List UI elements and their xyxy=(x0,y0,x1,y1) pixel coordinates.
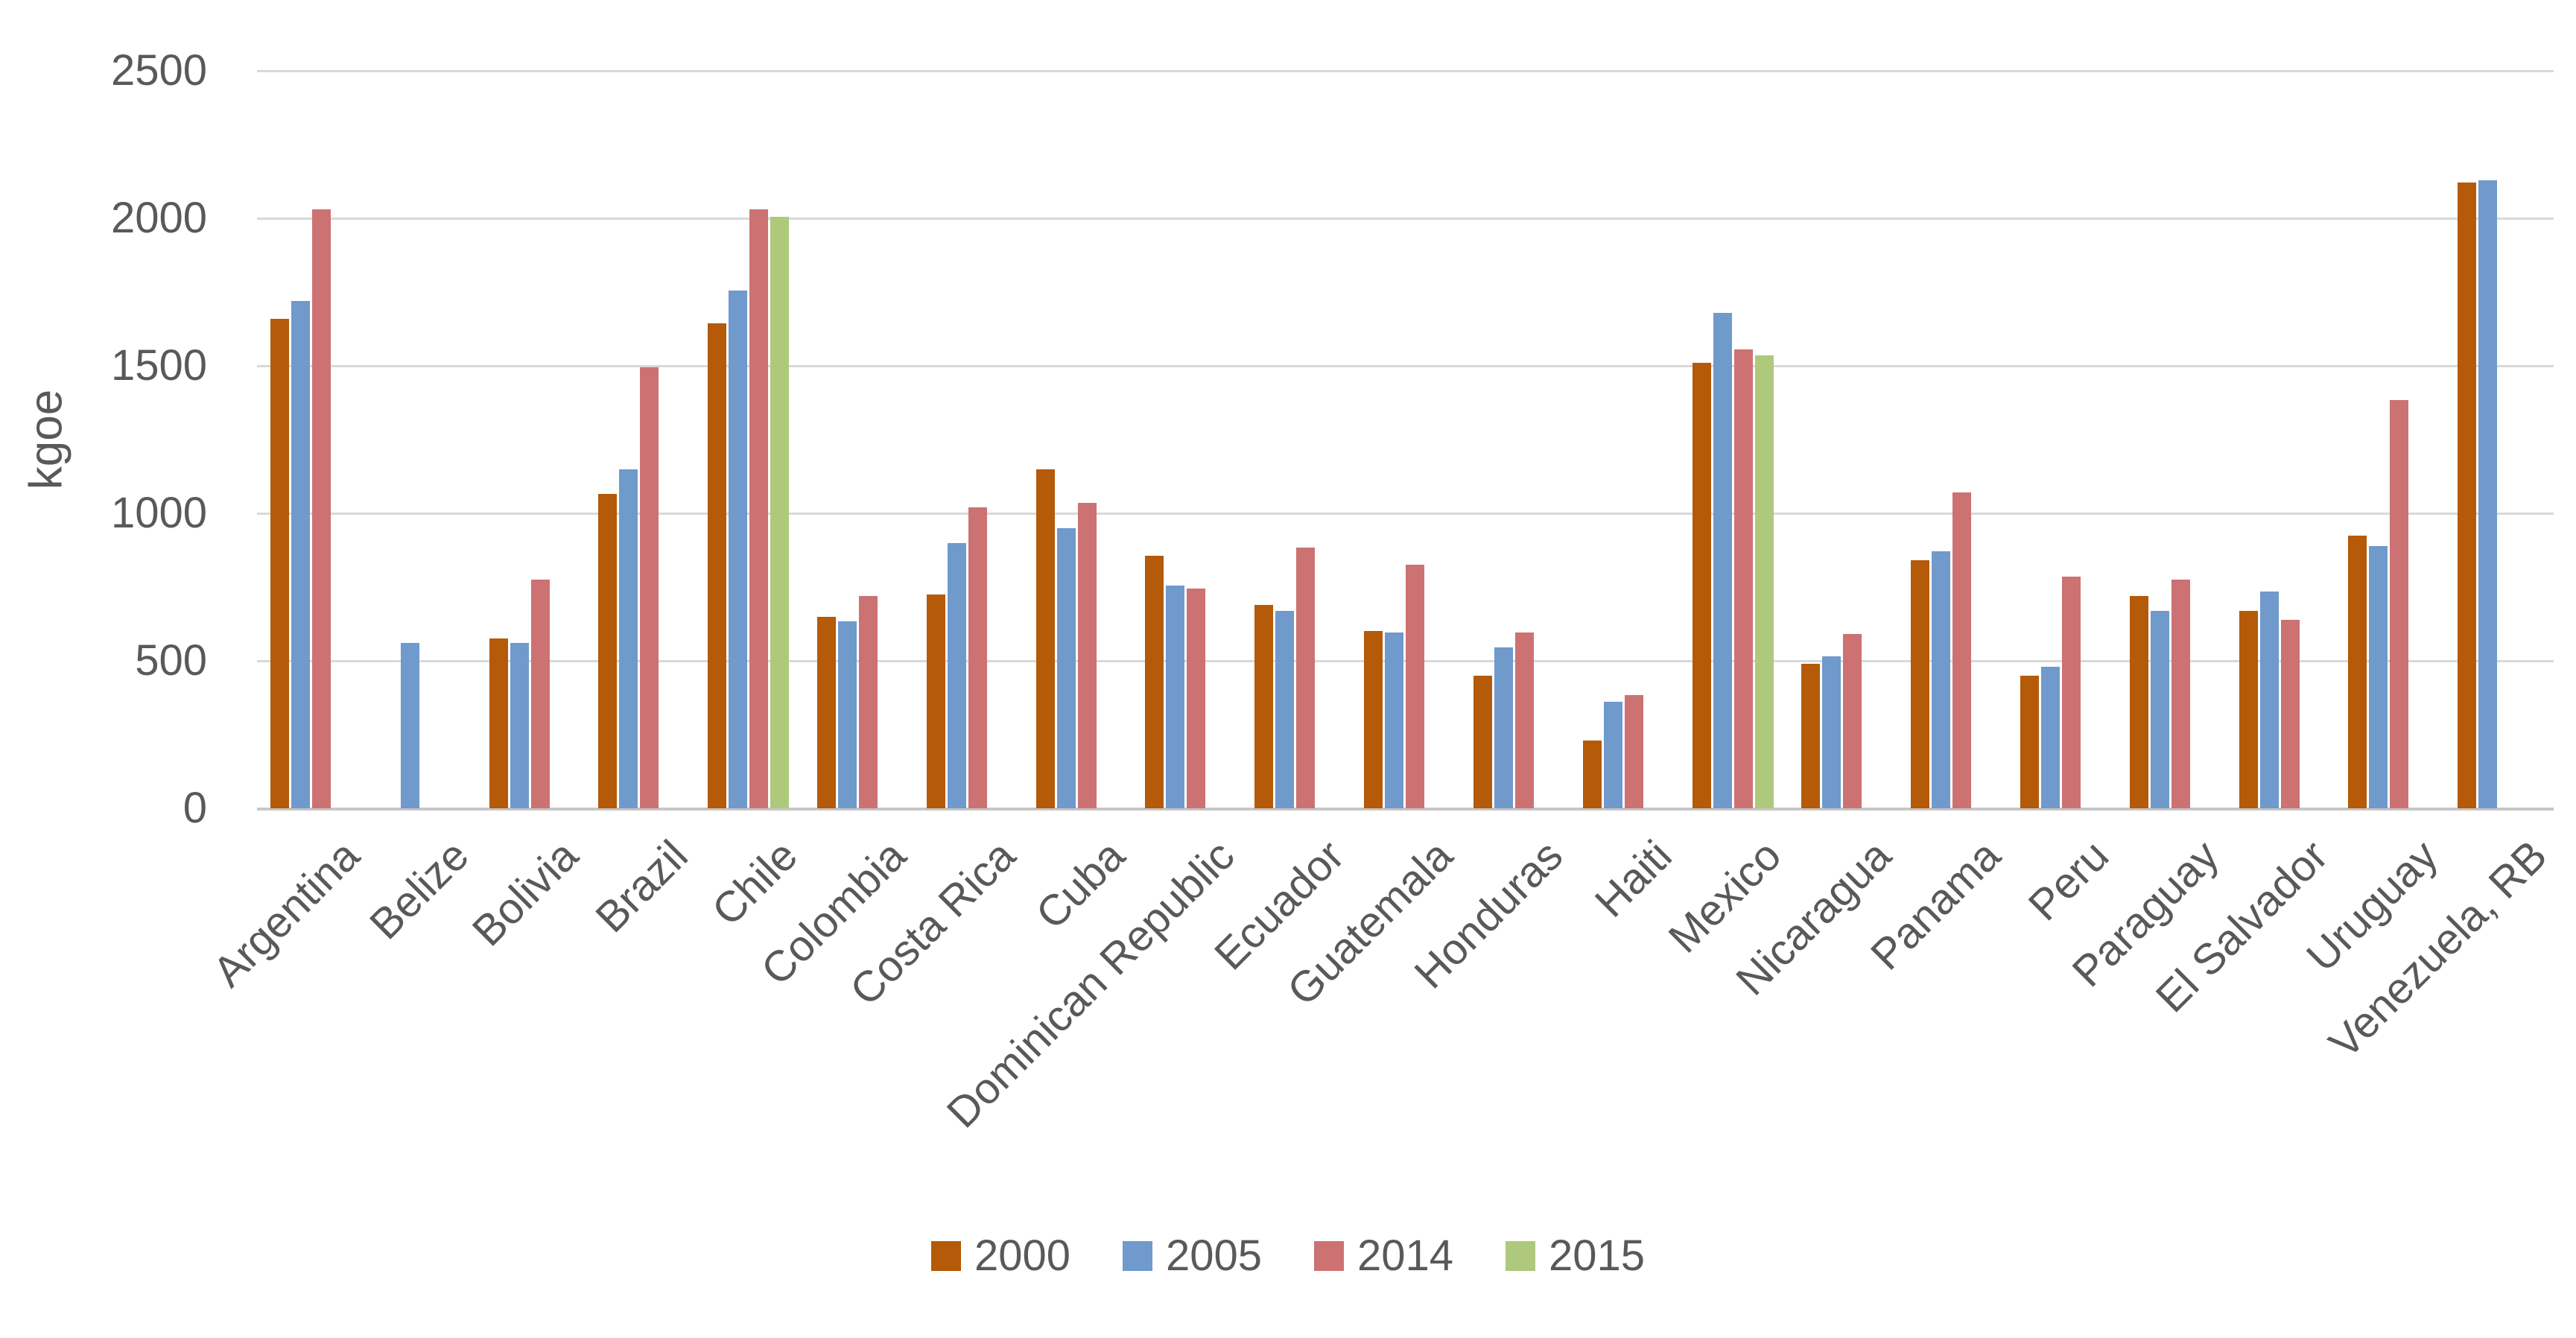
bar-2005-bolivia xyxy=(510,643,529,808)
legend-item-2015: 2015 xyxy=(1506,1231,1645,1281)
bar-2014-mexico xyxy=(1734,349,1753,808)
x-category-label: Brazil xyxy=(586,831,697,942)
bar-2014-uruguay xyxy=(2390,400,2408,808)
legend-label: 2014 xyxy=(1357,1231,1454,1280)
legend-swatch-2000 xyxy=(930,1240,961,1271)
bar-2015-mexico xyxy=(1755,355,1774,808)
bar-2005-ecuador xyxy=(1275,611,1294,808)
x-category-label: Argentina xyxy=(203,831,369,997)
bar-2000-cuba xyxy=(1036,469,1055,808)
bar-2000-peru xyxy=(2020,676,2039,808)
bar-2000-ecuador xyxy=(1254,605,1273,808)
bar-2005-chile xyxy=(729,291,747,808)
x-category-label: Bolivia xyxy=(463,831,588,956)
bar-2000-venezuela-rb xyxy=(2458,183,2476,808)
bar-2005-guatemala xyxy=(1385,632,1403,808)
bar-2005-nicaragua xyxy=(1822,656,1841,808)
legend-item-2014: 2014 xyxy=(1314,1231,1453,1281)
bar-2005-argentina xyxy=(291,301,310,808)
bar-2014-cuba xyxy=(1078,503,1097,808)
bar-2000-haiti xyxy=(1583,741,1602,808)
legend-swatch-2015 xyxy=(1506,1240,1536,1271)
bar-2014-dominican-republic xyxy=(1187,589,1205,808)
bar-2014-honduras xyxy=(1515,632,1534,808)
legend-label: 2015 xyxy=(1549,1231,1646,1280)
bar-2005-honduras xyxy=(1494,647,1513,808)
bar-2005-cuba xyxy=(1057,528,1076,808)
bar-2014-guatemala xyxy=(1406,565,1424,808)
bar-2005-mexico xyxy=(1713,313,1732,808)
bar-2014-bolivia xyxy=(531,580,550,808)
y-tick-label: 1500 xyxy=(110,341,207,390)
bar-2000-uruguay xyxy=(2348,536,2367,808)
bar-2005-paraguay xyxy=(2151,611,2169,808)
bar-2000-el-salvador xyxy=(2239,611,2258,808)
gridline xyxy=(257,70,2554,72)
bar-2000-honduras xyxy=(1473,676,1492,808)
y-tick-label: 1000 xyxy=(110,489,207,537)
bar-2014-haiti xyxy=(1625,695,1643,808)
bar-2014-argentina xyxy=(312,209,331,808)
bar-2014-el-salvador xyxy=(2281,620,2300,808)
bar-2000-chile xyxy=(708,323,726,808)
bar-2000-colombia xyxy=(817,617,836,808)
bar-2005-costa-rica xyxy=(948,543,966,808)
legend-item-2005: 2005 xyxy=(1122,1231,1262,1281)
bar-2005-dominican-republic xyxy=(1166,586,1184,808)
x-category-label: Peru xyxy=(2020,831,2119,930)
bar-2014-brazil xyxy=(640,367,659,808)
x-category-label: Belize xyxy=(360,831,478,949)
bar-2014-peru xyxy=(2062,577,2081,808)
y-axis-title: kgoe xyxy=(20,389,72,490)
legend-swatch-2005 xyxy=(1122,1240,1152,1271)
gridline xyxy=(257,218,2554,220)
y-tick-label: 2500 xyxy=(110,46,207,95)
legend-label: 2000 xyxy=(974,1231,1070,1280)
bar-2000-paraguay xyxy=(2130,596,2148,808)
bar-2014-panama xyxy=(1952,492,1971,808)
x-axis-line xyxy=(257,808,2554,811)
bar-2000-mexico xyxy=(1693,363,1711,808)
bar-2014-costa-rica xyxy=(968,507,987,808)
bar-2000-argentina xyxy=(270,319,289,808)
bar-2005-el-salvador xyxy=(2260,592,2279,808)
bar-2000-guatemala xyxy=(1364,631,1383,808)
gridline xyxy=(257,660,2554,662)
bar-2014-chile xyxy=(749,209,768,808)
bar-2000-brazil xyxy=(598,494,617,808)
bar-2005-peru xyxy=(2041,667,2060,808)
gridline xyxy=(257,365,2554,367)
bar-2005-haiti xyxy=(1604,702,1622,808)
bar-2000-panama xyxy=(1911,560,1929,808)
bar-2005-brazil xyxy=(619,469,638,808)
bar-2014-nicaragua xyxy=(1843,634,1862,808)
x-category-label: Haiti xyxy=(1585,831,1681,927)
bar-2005-belize xyxy=(401,643,419,808)
bar-2005-panama xyxy=(1932,551,1950,808)
legend: 2000 2005 2014 2015 xyxy=(0,1231,2576,1281)
bar-2014-colombia xyxy=(859,596,878,808)
bar-2014-ecuador xyxy=(1296,548,1315,808)
y-tick-label: 0 xyxy=(183,784,207,832)
bar-2005-colombia xyxy=(838,621,857,808)
bar-2000-dominican-republic xyxy=(1145,556,1164,808)
bar-2015-chile xyxy=(770,217,789,808)
legend-item-2000: 2000 xyxy=(930,1231,1070,1281)
bar-2005-uruguay xyxy=(2369,546,2388,808)
bar-2005-venezuela-rb xyxy=(2478,180,2497,808)
bar-2000-nicaragua xyxy=(1801,664,1820,808)
gridline xyxy=(257,513,2554,515)
bar-2000-bolivia xyxy=(489,638,508,808)
legend-label: 2005 xyxy=(1165,1231,1262,1280)
bar-2000-costa-rica xyxy=(927,595,945,808)
legend-swatch-2014 xyxy=(1314,1240,1344,1271)
y-tick-label: 500 xyxy=(135,636,207,685)
bar-2014-paraguay xyxy=(2171,580,2190,808)
y-tick-label: 2000 xyxy=(110,194,207,242)
